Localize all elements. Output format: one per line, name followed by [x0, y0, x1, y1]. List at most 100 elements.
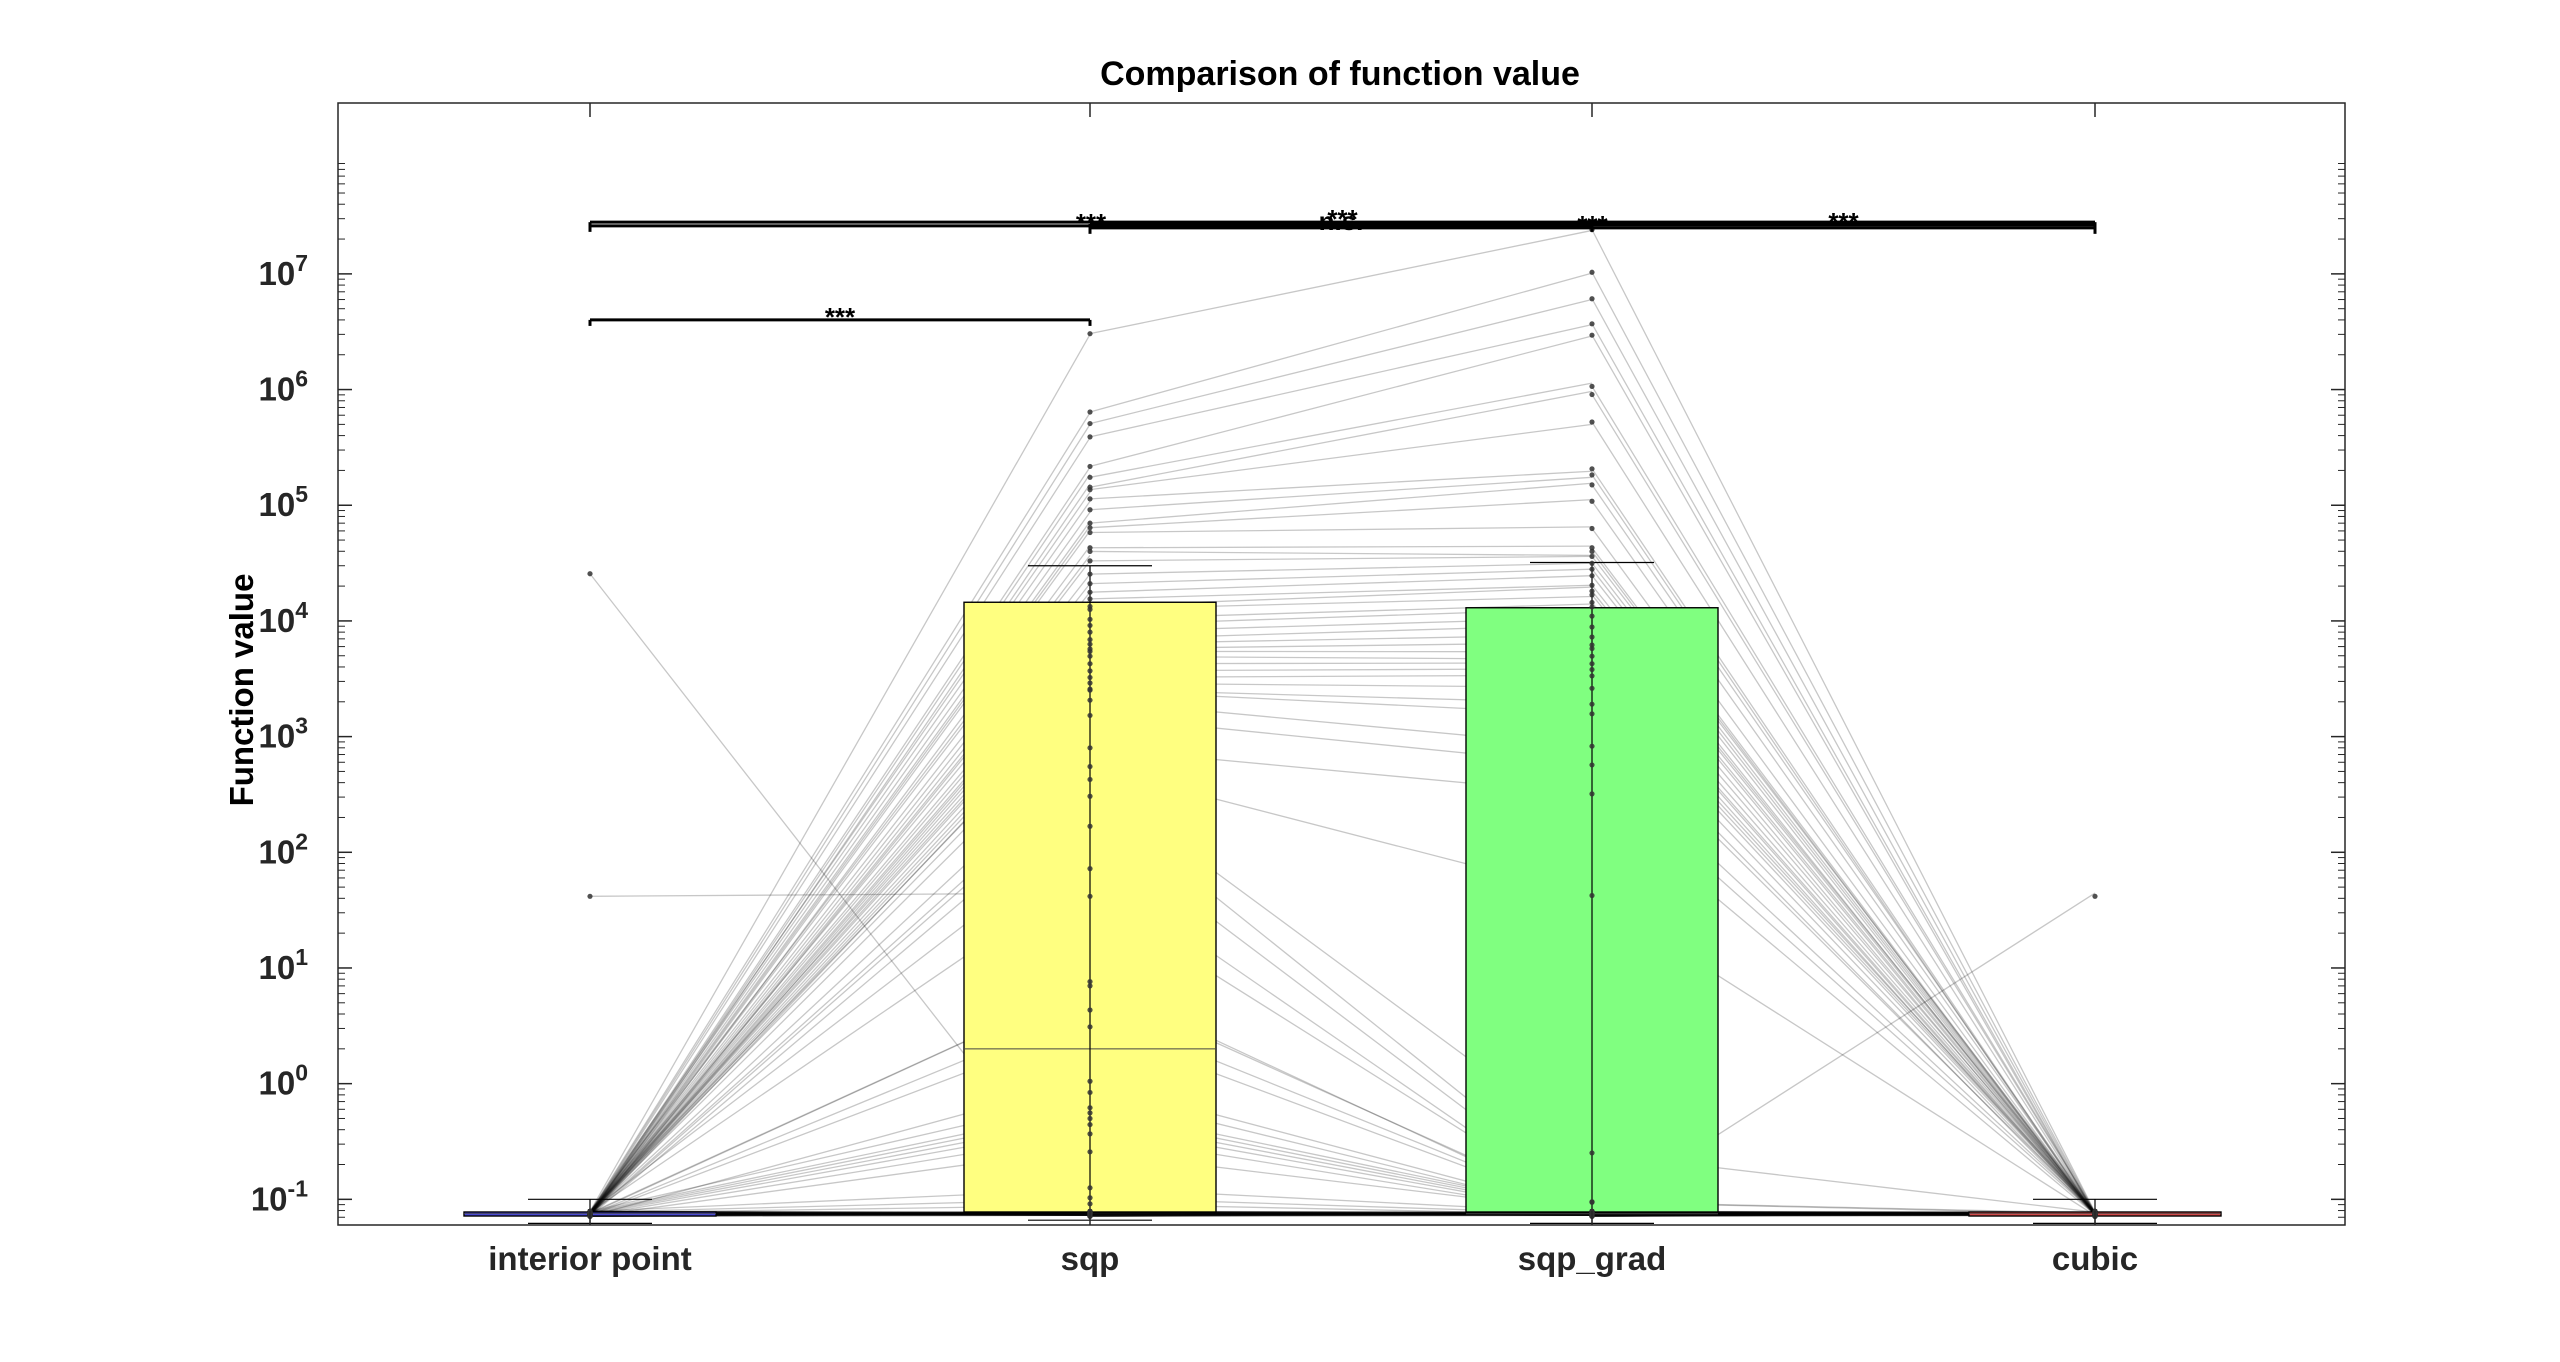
pair-line: [1089, 545, 1593, 549]
pair-line: [1089, 1214, 1593, 1217]
data-point: [1087, 409, 1093, 415]
data-point: [1087, 629, 1093, 635]
data-point: [1087, 712, 1093, 719]
data-point: [1087, 589, 1093, 595]
pair-line: [1591, 474, 2096, 1216]
x-tick-label: sqp_grad: [1518, 1240, 1667, 1277]
data-point: [1087, 420, 1093, 427]
data-point: [1087, 1195, 1093, 1201]
data-point: [1589, 582, 1595, 588]
data-point: [1589, 588, 1595, 594]
data-point: [1589, 391, 1595, 398]
pair-line: [1591, 271, 2096, 1214]
data-point: [1087, 745, 1093, 751]
data-point: [1589, 685, 1595, 691]
data-point: [1087, 697, 1093, 703]
plot-frame: [337, 102, 2346, 1226]
pair-line: [589, 437, 1091, 1215]
data-point: [1087, 434, 1093, 440]
data-point: [1589, 548, 1595, 555]
pair-line: [1089, 1213, 1593, 1217]
pair-line: [1089, 1212, 1593, 1216]
pair-line: [1089, 476, 1593, 511]
pair-line: [1089, 499, 1593, 529]
data-point: [1589, 645, 1595, 652]
pair-line: [589, 412, 1091, 1213]
data-point: [1087, 529, 1093, 536]
pair-line: [1089, 470, 1593, 500]
data-point: [1087, 520, 1093, 526]
data-point: [1087, 496, 1093, 502]
x-ticks: interior point sqp sqp_grad cubic: [488, 103, 2138, 1277]
data-point: [1589, 634, 1595, 640]
pair-line: [1591, 334, 2096, 1216]
data-point: [2092, 893, 2098, 899]
data-point: [1589, 466, 1595, 472]
pair-line: [1089, 482, 1593, 524]
pair-line: [1089, 1212, 1593, 1217]
pair-line: [1591, 386, 2096, 1213]
pair-line: [1089, 1213, 1593, 1217]
data-point: [1087, 1024, 1093, 1030]
pair-line: [1089, 1212, 1593, 1216]
data-point: [1087, 1007, 1093, 1013]
data-point: [1589, 573, 1595, 579]
data-point: [1087, 648, 1093, 654]
data-point: [1087, 571, 1093, 577]
pair-line: [1089, 1211, 1593, 1217]
data-points: [587, 227, 2098, 1219]
data-point: [1087, 474, 1093, 480]
pair-line: [1591, 394, 2096, 1214]
y-tick-label: 105: [258, 481, 308, 523]
y-tick-label: 100: [258, 1060, 308, 1102]
data-point: [1589, 1199, 1595, 1205]
data-point: [1087, 622, 1093, 629]
chart-title: Comparison of function value: [1100, 55, 1580, 93]
data-point: [1087, 596, 1093, 602]
pair-line: [589, 334, 1091, 1212]
pair-line: [1089, 555, 1593, 562]
data-point: [1589, 553, 1595, 559]
pair-line: [1089, 1213, 1593, 1217]
data-point: [1589, 701, 1595, 707]
pair-line: [1089, 323, 1593, 438]
x-tick-label: cubic: [2052, 1240, 2138, 1277]
data-point: [1589, 642, 1595, 648]
pair-line: [1089, 1212, 1593, 1215]
data-point: [1087, 1131, 1093, 1137]
pair-line: [589, 466, 1091, 1215]
y-tick-label: 101: [258, 944, 308, 986]
data-point: [1589, 624, 1595, 630]
data-point: [1087, 487, 1093, 493]
data-point: [1087, 545, 1093, 551]
pair-line: [1591, 298, 2096, 1215]
data-point: [1087, 507, 1093, 513]
data-point: [1087, 637, 1093, 643]
axes: [337, 102, 2346, 1226]
pair-line: [1089, 229, 1593, 335]
data-point: [1589, 743, 1595, 749]
data-point: [1087, 558, 1093, 564]
data-point: [1087, 1115, 1093, 1122]
y-tick-label: 103: [258, 713, 308, 755]
data-point: [1589, 661, 1595, 667]
data-point: [1589, 383, 1595, 389]
pair-line: [1089, 390, 1593, 488]
data-point: [1589, 613, 1595, 619]
data-point: [1589, 332, 1595, 338]
data-point: [1087, 1149, 1093, 1155]
data-point: [1087, 548, 1093, 555]
pair-line: [1089, 1212, 1593, 1215]
x-tick-label: interior point: [488, 1240, 691, 1277]
pair-line: [589, 473, 1091, 1216]
data-point: [1087, 893, 1093, 899]
data-point: [1589, 592, 1595, 598]
data-point: [1087, 1201, 1093, 1207]
data-point: [1087, 653, 1093, 659]
data-point: [1087, 581, 1093, 587]
data-point: [1589, 321, 1595, 327]
pair-line: [1089, 1214, 1593, 1217]
data-point: [1087, 979, 1093, 985]
pair-line: [1089, 1211, 1593, 1217]
